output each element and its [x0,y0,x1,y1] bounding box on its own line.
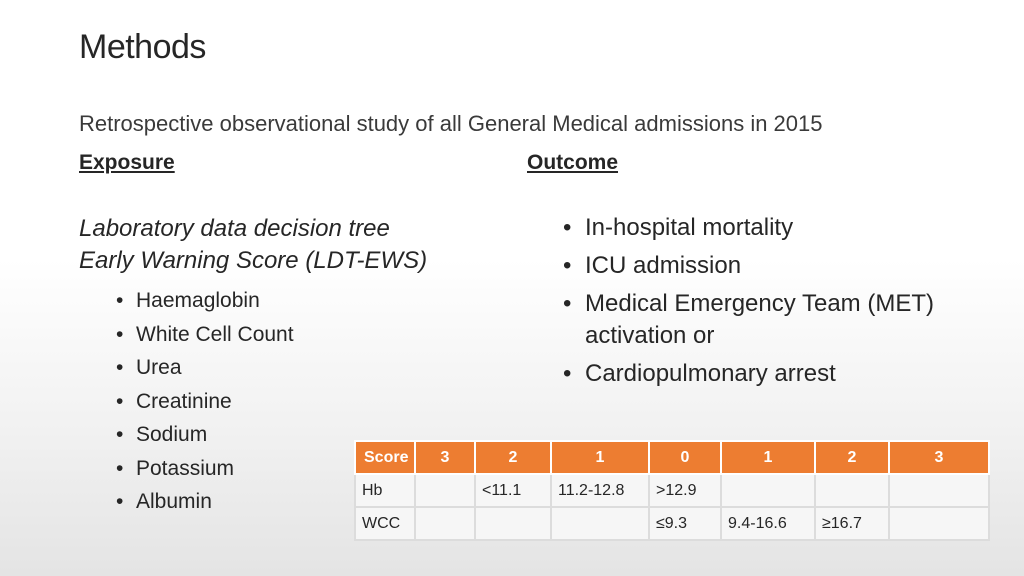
exposure-item: Urea [116,351,294,385]
exposure-title-line1: Laboratory data decision tree [79,215,390,242]
table-cell [550,506,650,541]
exposure-item: Haemaglobin [116,284,294,318]
exposure-title: Laboratory data decision tree Early Warn… [79,213,427,277]
table-cell: Hb [354,473,416,508]
table-cell [720,473,816,508]
score-table-header: 0 [648,440,722,475]
score-table-header: 1 [550,440,650,475]
table-cell [474,506,552,541]
table-cell: WCC [354,506,416,541]
outcome-item: In-hospital mortality [563,212,943,244]
score-table-header: 2 [474,440,552,475]
outcome-list: In-hospital mortality ICU admission Medi… [563,212,943,396]
table-cell [888,506,990,541]
table-cell: ≤9.3 [648,506,722,541]
score-table-header: 3 [888,440,990,475]
outcome-item: Cardiopulmonary arrest [563,358,943,390]
table-cell [414,506,476,541]
exposure-list: Haemaglobin White Cell Count Urea Creati… [116,284,294,519]
score-table: Score 3 2 1 0 1 2 3 Hb <11.1 11.2-12.8 >… [354,440,990,541]
table-cell: 9.4-16.6 [720,506,816,541]
outcome-item: ICU admission [563,250,943,282]
table-cell [888,473,990,508]
table-cell: ≥16.7 [814,506,890,541]
table-cell: 11.2-12.8 [550,473,650,508]
outcome-heading: Outcome [527,151,619,174]
slide-subtitle: Retrospective observational study of all… [79,111,823,136]
exposure-heading: Exposure [79,151,175,174]
score-table-header-row: Score 3 2 1 0 1 2 3 [354,440,990,475]
score-table-header: 1 [720,440,816,475]
table-row: WCC ≤9.3 9.4-16.6 ≥16.7 [354,506,990,541]
exposure-item: White Cell Count [116,318,294,352]
table-cell: >12.9 [648,473,722,508]
exposure-title-line2: Early Warning Score (LDT-EWS) [79,247,428,274]
table-cell: <11.1 [474,473,552,508]
score-table-header: 3 [414,440,476,475]
table-cell [414,473,476,508]
slide-title: Methods [79,28,206,66]
outcome-item: Medical Emergency Team (MET) activation … [563,288,943,352]
score-table-header: Score [354,440,416,475]
exposure-item: Potassium [116,452,294,486]
exposure-item: Sodium [116,418,294,452]
exposure-item: Creatinine [116,385,294,419]
score-table-header: 2 [814,440,890,475]
table-row: Hb <11.1 11.2-12.8 >12.9 [354,473,990,508]
exposure-item: Albumin [116,485,294,519]
table-cell [814,473,890,508]
